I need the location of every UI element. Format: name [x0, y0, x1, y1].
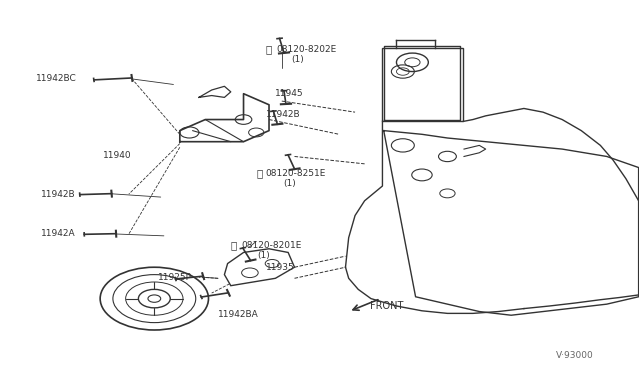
Text: 08120-8202E: 08120-8202E [276, 45, 337, 54]
Text: Ⓑ: Ⓑ [231, 240, 237, 250]
Text: 11942BC: 11942BC [36, 74, 77, 83]
Text: 08120-8201E: 08120-8201E [241, 241, 301, 250]
Text: (1): (1) [291, 55, 304, 64]
Text: Ⓑ: Ⓑ [256, 168, 262, 178]
Text: 11942A: 11942A [41, 229, 76, 238]
Text: FRONT: FRONT [370, 301, 403, 311]
Text: 11942BA: 11942BA [218, 310, 259, 319]
Text: (1): (1) [257, 251, 270, 260]
Text: 11945: 11945 [275, 89, 304, 98]
Text: Ⓑ: Ⓑ [266, 44, 272, 54]
Text: 11942B: 11942B [266, 109, 300, 119]
Text: 11935: 11935 [266, 263, 294, 272]
Text: 11942B: 11942B [41, 190, 76, 199]
Text: 11925P: 11925P [157, 273, 191, 282]
Text: 11940: 11940 [103, 151, 132, 160]
Text: 08120-8251E: 08120-8251E [266, 169, 326, 177]
Text: (1): (1) [283, 179, 296, 187]
Text: V·93000: V·93000 [556, 351, 593, 360]
